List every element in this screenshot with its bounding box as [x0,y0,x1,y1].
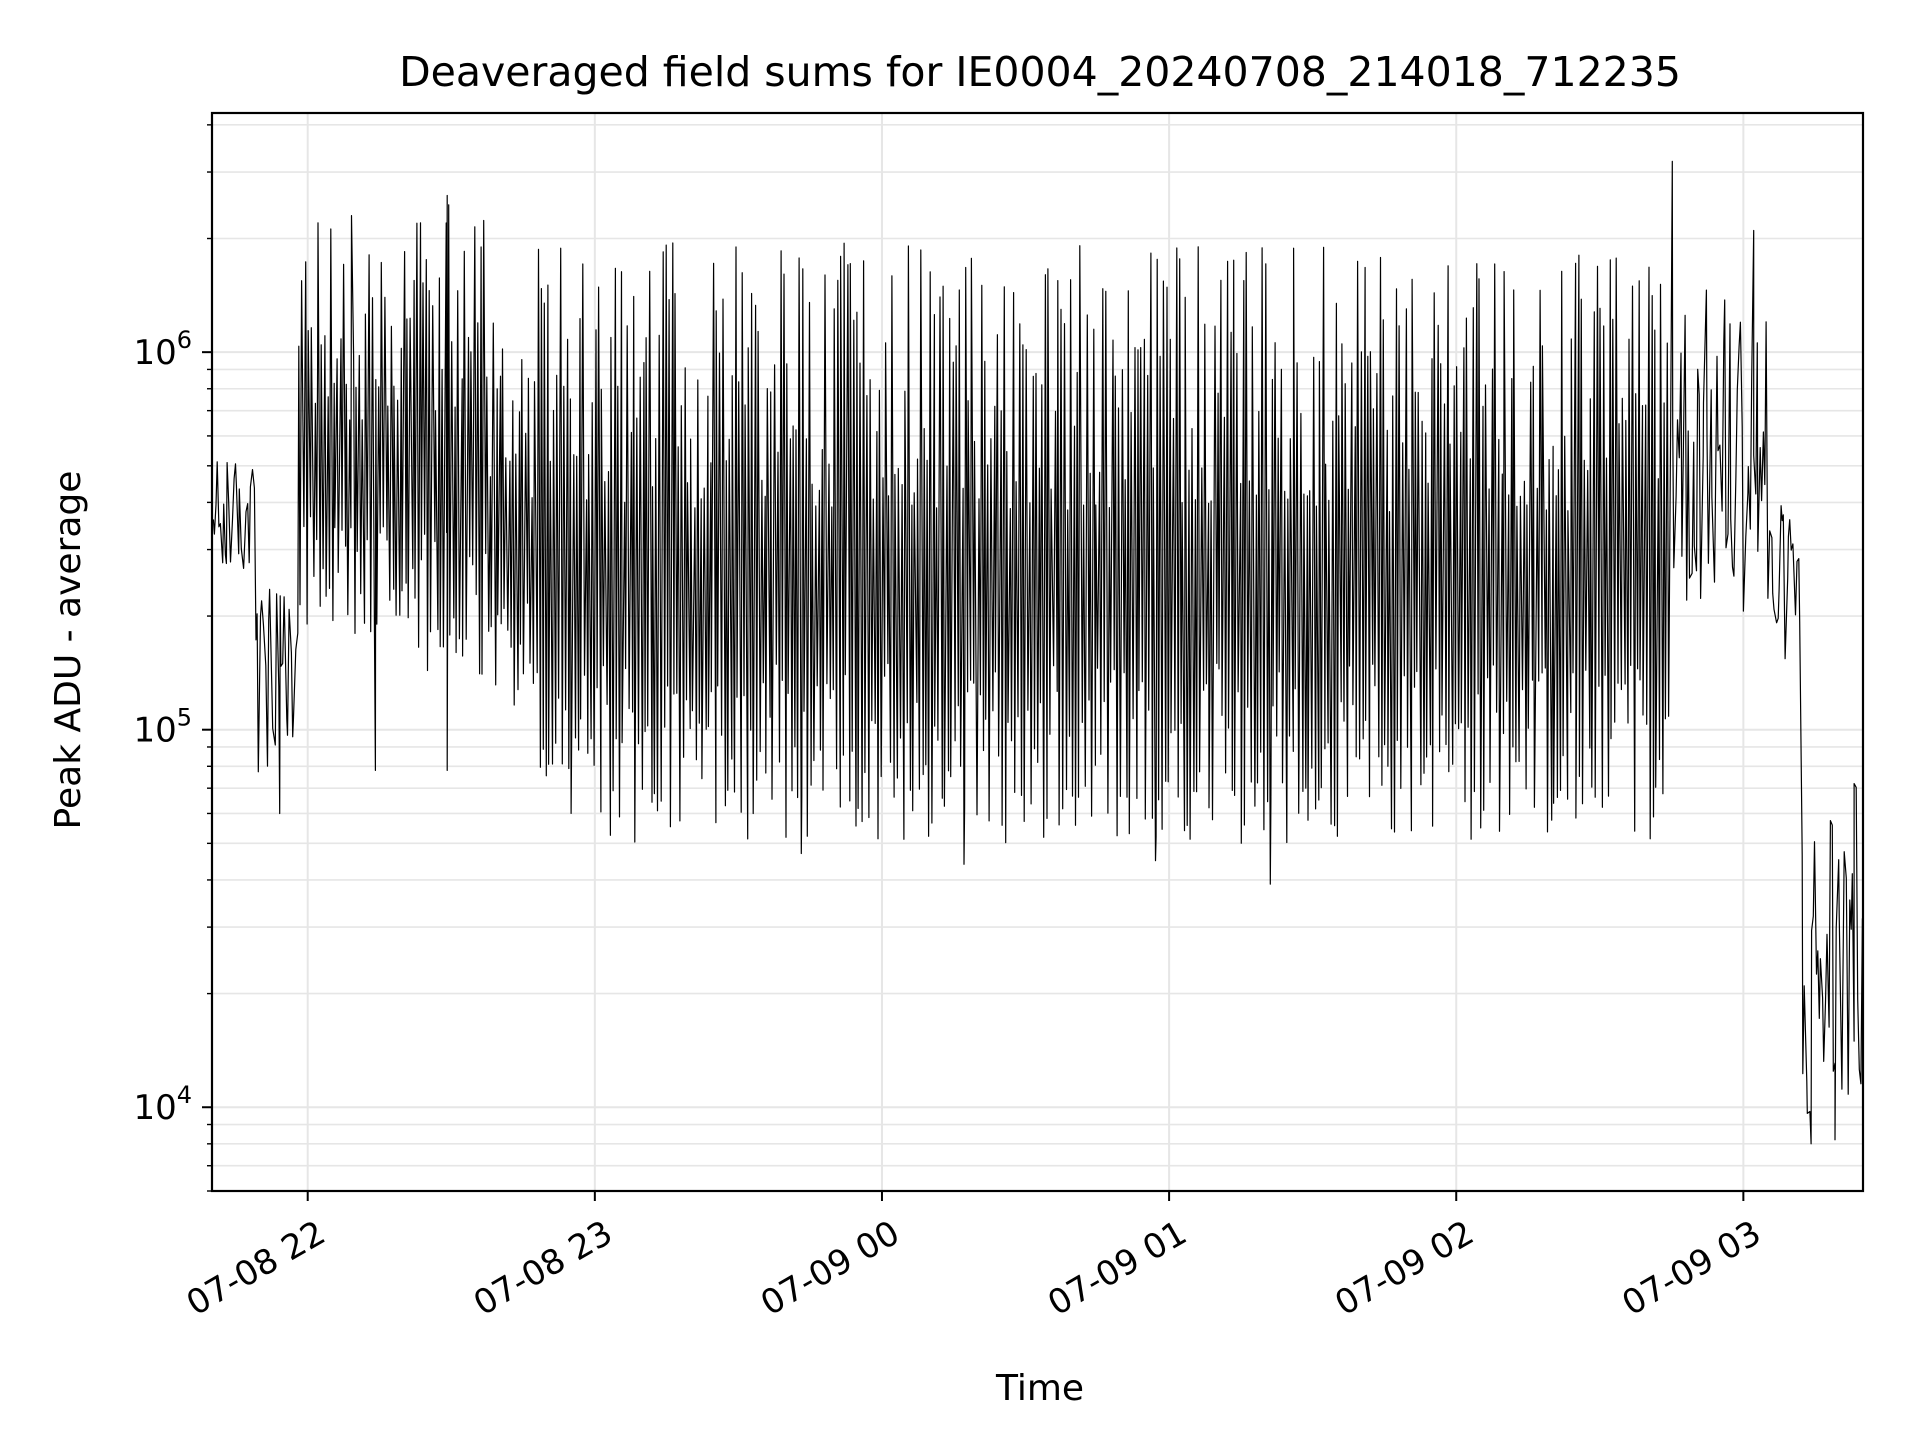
x-tick-label: 07-09 02 [1328,1213,1480,1324]
x-tick-label: 07-09 01 [1041,1213,1193,1324]
x-axis-label: Time [995,1368,1084,1409]
chart-title: Deaveraged field sums for IE0004_2024070… [399,48,1681,96]
y-tick-base: 10 [133,1088,176,1128]
y-tick-label: 104 [133,1081,192,1128]
y-axis-label: Peak ADU - average [48,471,89,830]
y-tick-label: 105 [133,704,192,751]
y-tick-label: 106 [133,326,192,373]
y-tick-base: 10 [133,333,176,373]
x-tick-label: 07-08 22 [180,1213,332,1324]
plot-frame [210,111,1865,1193]
x-tick-label: 07-09 03 [1615,1213,1767,1324]
x-tick-label: 07-08 23 [467,1213,619,1324]
series-line-path [212,160,1863,1145]
y-tick-exponent: 4 [177,1081,192,1109]
y-tick-exponent: 5 [177,704,192,732]
y-tick-exponent: 6 [177,326,192,354]
series-line [212,160,1863,1145]
y-tick-base: 10 [133,711,176,751]
x-tick-label: 07-09 00 [754,1213,906,1324]
